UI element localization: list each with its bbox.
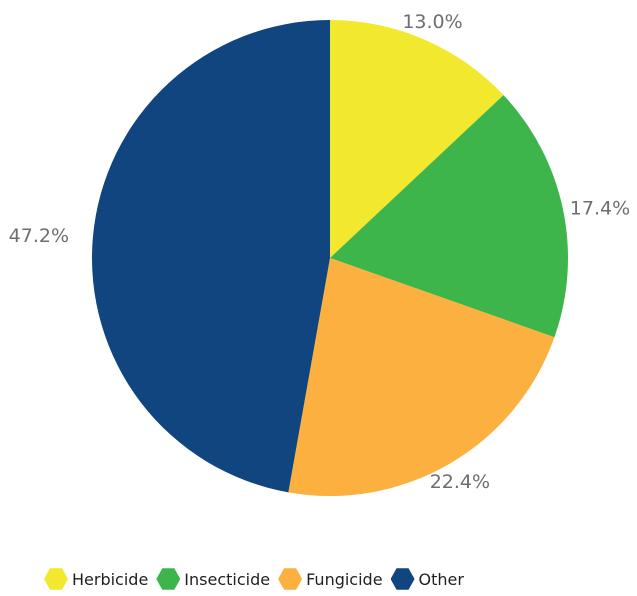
value-label-other: 47.2%	[9, 225, 69, 247]
value-label-fungicide: 22.4%	[430, 471, 490, 493]
legend-item-herbicide: Herbicide	[44, 567, 148, 591]
legend-swatch-insecticide	[156, 568, 181, 590]
legend-label-other: Other	[418, 569, 464, 589]
legend-item-insecticide: Insecticide	[156, 567, 270, 591]
pie-value-labels: 13.0% 17.4% 22.4% 47.2%	[9, 11, 631, 493]
pie-slice-fungicide	[288, 258, 555, 497]
value-label-insecticide: 17.4%	[570, 198, 630, 220]
legend: Herbicide Insecticide Fungicide Other	[44, 567, 472, 591]
legend-item-fungicide: Fungicide	[278, 567, 383, 591]
pie-slice-herbicide	[330, 20, 504, 258]
pie-slice-insecticide	[330, 95, 568, 338]
legend-label-fungicide: Fungicide	[306, 569, 383, 589]
legend-item-other: Other	[390, 567, 464, 591]
legend-label-insecticide: Insecticide	[184, 569, 271, 589]
legend-swatch-fungicide	[278, 568, 303, 590]
legend-swatch-herbicide	[44, 568, 68, 590]
legend-swatch-other	[390, 568, 415, 590]
pie-slices	[91, 20, 568, 497]
pie-slice-other	[91, 20, 330, 493]
value-label-herbicide: 13.0%	[402, 11, 462, 33]
legend-label-herbicide: Herbicide	[72, 569, 149, 589]
